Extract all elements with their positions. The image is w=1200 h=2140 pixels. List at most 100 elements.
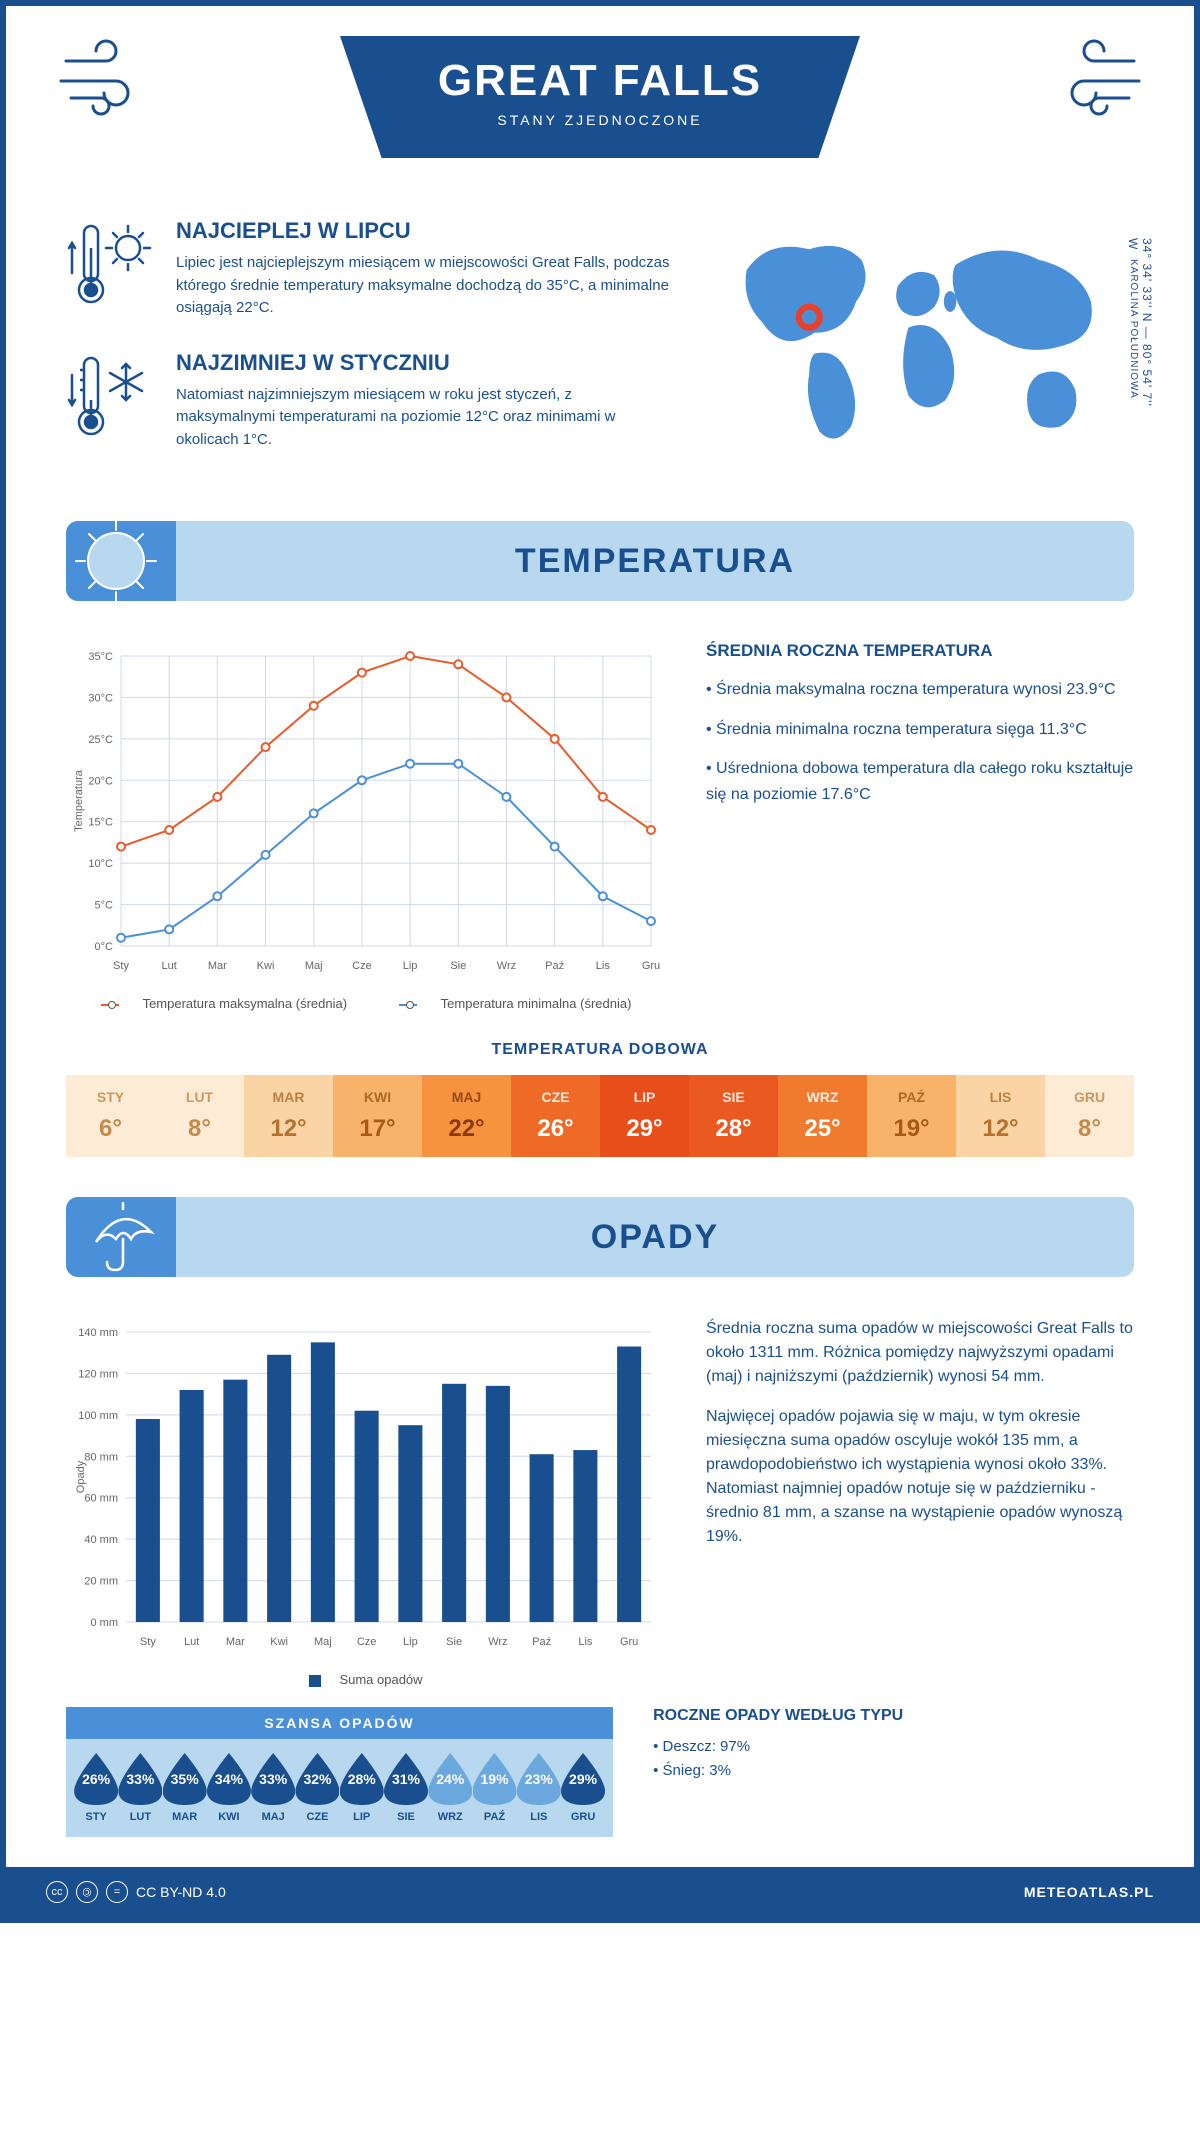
daily-temp-grid: STY6°LUT8°MAR12°KWI17°MAJ22°CZE26°LIP29°… bbox=[66, 1075, 1134, 1157]
svg-text:Wrz: Wrz bbox=[488, 1636, 507, 1648]
rain-chance-cell: 32%CZE bbox=[295, 1753, 339, 1823]
svg-text:Temperatura: Temperatura bbox=[73, 769, 85, 832]
chart-legend: Temperatura maksymalna (średnia) Tempera… bbox=[66, 996, 666, 1011]
rain-chance-cell: 23%LIS bbox=[517, 1753, 561, 1823]
sun-icon bbox=[66, 521, 176, 601]
svg-text:Lut: Lut bbox=[184, 1636, 199, 1648]
rain-chance-cell: 24%WRZ bbox=[428, 1753, 472, 1823]
precip-type-line: • Deszcz: 97% bbox=[653, 1735, 1074, 1759]
coldest-block: NAJZIMNIEJ W STYCZNIU Natomiast najzimni… bbox=[66, 350, 674, 452]
daily-temp-cell: STY6° bbox=[66, 1075, 155, 1157]
svg-text:Lip: Lip bbox=[403, 960, 418, 972]
svg-text:Mar: Mar bbox=[208, 960, 227, 972]
by-icon: 🄯 bbox=[76, 1881, 98, 1903]
rain-chance-cell: 33%LUT bbox=[118, 1753, 162, 1823]
svg-text:Cze: Cze bbox=[352, 960, 372, 972]
svg-text:Opady: Opady bbox=[75, 1460, 87, 1493]
svg-text:0°C: 0°C bbox=[95, 941, 114, 953]
svg-text:20°C: 20°C bbox=[88, 775, 113, 787]
svg-text:Kwi: Kwi bbox=[257, 960, 275, 972]
warmest-text: Lipiec jest najcieplejszym miesiącem w m… bbox=[176, 252, 674, 320]
svg-text:35°C: 35°C bbox=[88, 651, 113, 663]
daily-temp-title: TEMPERATURA DOBOWA bbox=[66, 1041, 1134, 1059]
thermometer-cold-icon bbox=[66, 350, 156, 452]
avg-temp-bullet: • Uśredniona dobowa temperatura dla całe… bbox=[706, 756, 1134, 807]
city-title: GREAT FALLS bbox=[400, 56, 800, 106]
svg-text:Sie: Sie bbox=[446, 1636, 462, 1648]
precipitation-title: OPADY bbox=[176, 1218, 1134, 1257]
avg-temp-bullet: • Średnia maksymalna roczna temperatura … bbox=[706, 677, 1134, 703]
svg-text:80 mm: 80 mm bbox=[84, 1451, 118, 1463]
svg-text:Lis: Lis bbox=[578, 1636, 593, 1648]
rain-chance-cell: 33%MAJ bbox=[251, 1753, 295, 1823]
svg-text:25°C: 25°C bbox=[88, 734, 113, 746]
svg-text:Lis: Lis bbox=[596, 960, 611, 972]
umbrella-icon bbox=[66, 1197, 176, 1277]
coldest-text: Natomiast najzimniejszym miesiącem w rok… bbox=[176, 384, 674, 452]
daily-temp-cell: CZE26° bbox=[511, 1075, 600, 1157]
daily-temp-cell: PAŹ19° bbox=[867, 1075, 956, 1157]
svg-text:Maj: Maj bbox=[314, 1636, 332, 1648]
svg-text:Paź: Paź bbox=[545, 960, 564, 972]
daily-temp-cell: MAJ22° bbox=[422, 1075, 511, 1157]
rain-chance-cell: 35%MAR bbox=[163, 1753, 207, 1823]
svg-text:Lip: Lip bbox=[403, 1636, 418, 1648]
rain-chance-panel: SZANSA OPADÓW 26%STY33%LUT35%MAR34%KWI33… bbox=[66, 1707, 613, 1837]
daily-temp-cell: GRU8° bbox=[1045, 1075, 1134, 1157]
rain-chance-cell: 28%LIP bbox=[340, 1753, 384, 1823]
temperature-line-chart: 0°C5°C10°C15°C20°C25°C30°C35°CStyLutMarK… bbox=[66, 641, 666, 1011]
svg-text:Lut: Lut bbox=[162, 960, 177, 972]
svg-text:10°C: 10°C bbox=[88, 858, 113, 870]
svg-text:60 mm: 60 mm bbox=[84, 1493, 118, 1505]
header: GREAT FALLS STANY ZJEDNOCZONE bbox=[6, 6, 1194, 198]
footer: cc 🄯 = CC BY-ND 4.0 METEOATLAS.PL bbox=[6, 1867, 1194, 1917]
svg-text:40 mm: 40 mm bbox=[84, 1534, 118, 1546]
svg-text:140 mm: 140 mm bbox=[78, 1327, 118, 1339]
svg-text:Wrz: Wrz bbox=[497, 960, 516, 972]
daily-temp-cell: LIS12° bbox=[956, 1075, 1045, 1157]
thermometer-hot-icon bbox=[66, 218, 156, 320]
world-map: 34° 34' 33'' N — 80° 54' 7'' W KAROLINA … bbox=[714, 218, 1134, 481]
rain-chance-cell: 29%GRU bbox=[561, 1753, 605, 1823]
svg-text:Sie: Sie bbox=[450, 960, 466, 972]
rain-chance-cell: 19%PAŹ bbox=[472, 1753, 516, 1823]
coordinates: 34° 34' 33'' N — 80° 54' 7'' W KAROLINA … bbox=[1126, 238, 1154, 481]
precip-type-line: • Śnieg: 3% bbox=[653, 1759, 1074, 1783]
daily-temp-cell: KWI17° bbox=[333, 1075, 422, 1157]
precip-para: Najwięcej opadów pojawia się w maju, w t… bbox=[706, 1405, 1134, 1549]
country-subtitle: STANY ZJEDNOCZONE bbox=[400, 112, 800, 128]
daily-temp-cell: SIE28° bbox=[689, 1075, 778, 1157]
site-name: METEOATLAS.PL bbox=[1024, 1884, 1154, 1900]
svg-text:100 mm: 100 mm bbox=[78, 1410, 118, 1422]
rain-chance-cell: 34%KWI bbox=[207, 1753, 251, 1823]
chart-legend: Suma opadów bbox=[66, 1672, 666, 1687]
warmest-title: NAJCIEPLEJ W LIPCU bbox=[176, 218, 674, 244]
title-banner: GREAT FALLS STANY ZJEDNOCZONE bbox=[340, 36, 860, 158]
svg-text:Sty: Sty bbox=[140, 1636, 156, 1648]
svg-text:Kwi: Kwi bbox=[270, 1636, 288, 1648]
svg-text:Maj: Maj bbox=[305, 960, 323, 972]
temperature-title: TEMPERATURA bbox=[176, 542, 1134, 581]
nd-icon: = bbox=[106, 1881, 128, 1903]
precipitation-section-header: OPADY bbox=[66, 1197, 1134, 1277]
svg-text:Paź: Paź bbox=[532, 1636, 551, 1648]
daily-temp-cell: WRZ25° bbox=[778, 1075, 867, 1157]
wind-icon bbox=[56, 36, 146, 132]
svg-text:Gru: Gru bbox=[642, 960, 660, 972]
rain-chance-cell: 26%STY bbox=[74, 1753, 118, 1823]
license-text: CC BY-ND 4.0 bbox=[136, 1884, 226, 1900]
daily-temp-cell: LIP29° bbox=[600, 1075, 689, 1157]
precip-type-title: ROCZNE OPADY WEDŁUG TYPU bbox=[653, 1707, 1074, 1725]
svg-text:Mar: Mar bbox=[226, 1636, 245, 1648]
svg-text:120 mm: 120 mm bbox=[78, 1368, 118, 1380]
svg-text:0 mm: 0 mm bbox=[91, 1617, 119, 1629]
svg-text:Cze: Cze bbox=[357, 1636, 377, 1648]
svg-text:5°C: 5°C bbox=[95, 900, 114, 912]
coldest-title: NAJZIMNIEJ W STYCZNIU bbox=[176, 350, 674, 376]
svg-text:Gru: Gru bbox=[620, 1636, 638, 1648]
rain-chance-cell: 31%SIE bbox=[384, 1753, 428, 1823]
temperature-section-header: TEMPERATURA bbox=[66, 521, 1134, 601]
daily-temp-cell: LUT8° bbox=[155, 1075, 244, 1157]
wind-icon bbox=[1054, 36, 1144, 132]
avg-temp-title: ŚREDNIA ROCZNA TEMPERATURA bbox=[706, 641, 1134, 661]
